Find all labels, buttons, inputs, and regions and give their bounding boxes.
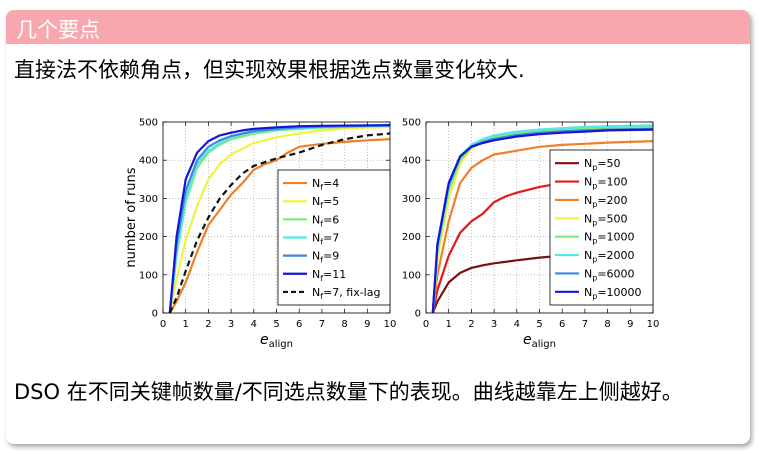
- block-header: 几个要点: [6, 10, 750, 44]
- x-tick-label: 8: [341, 319, 347, 330]
- x-tick-label: 4: [514, 319, 520, 330]
- x-tick-label: 4: [251, 319, 257, 330]
- y-tick-label: 100: [139, 270, 158, 281]
- series-line: [168, 125, 391, 314]
- y-tick-label: 400: [139, 156, 158, 167]
- x-tick-label: 10: [384, 319, 397, 330]
- legend-entry: Nf=11: [312, 268, 346, 283]
- x-tick-label: 1: [446, 319, 452, 330]
- series-line: [168, 132, 391, 314]
- legend-entry: Nf=5: [312, 195, 339, 210]
- conclusion-text: DSO 在不同关键帧数量/不同选点数量下的表现。曲线越靠左上侧越好。: [14, 380, 683, 404]
- x-tick-label: 7: [582, 319, 588, 330]
- series-line: [168, 124, 391, 314]
- y-tick-label: 500: [402, 118, 421, 129]
- legend-entry: Nf=7: [312, 232, 339, 247]
- legend-entry: Nf=7, fix-lag: [312, 286, 380, 301]
- intro-text: 直接法不依赖角点，但实现效果根据选点数量变化较大.: [14, 58, 525, 82]
- x-tick-label: 8: [604, 319, 610, 330]
- y-tick-label: 200: [139, 232, 158, 243]
- x-axis-label: ealign: [260, 332, 293, 350]
- legend-box: [549, 149, 654, 306]
- legend-entry: Np=200: [584, 194, 628, 209]
- y-tick-label: 500: [139, 118, 158, 129]
- series-line: [431, 128, 654, 314]
- x-tick-label: 0: [423, 319, 429, 330]
- y-tick-label: 200: [402, 232, 421, 243]
- x-tick-label: 1: [183, 319, 189, 330]
- x-tick-label: 7: [319, 319, 325, 330]
- y-tick-label: 300: [402, 194, 421, 205]
- legend-entry: Np=6000: [584, 267, 635, 282]
- y-tick-label: 400: [402, 156, 421, 167]
- y-axis-label: number of runs: [124, 167, 139, 267]
- x-tick-label: 10: [647, 319, 660, 330]
- legend-entry: Np=2000: [584, 249, 635, 264]
- legend-entry: Np=10000: [584, 286, 642, 301]
- y-tick-label: 0: [415, 309, 421, 320]
- legend-entry: Nf=6: [312, 213, 339, 228]
- x-tick-label: 5: [273, 319, 279, 330]
- legend-entry: Nf=4: [312, 177, 339, 192]
- x-tick-label: 2: [205, 319, 211, 330]
- legend-entry: Np=50: [584, 157, 621, 172]
- x-axis-label: ealign: [523, 332, 556, 350]
- x-tick-label: 3: [491, 319, 497, 330]
- legend-entry: Nf=9: [312, 250, 339, 265]
- x-tick-label: 0: [160, 319, 166, 330]
- y-tick-label: 100: [402, 270, 421, 281]
- y-tick-label: 0: [152, 309, 158, 320]
- x-tick-label: 9: [364, 319, 370, 330]
- x-tick-label: 6: [559, 319, 565, 330]
- y-tick-label: 300: [139, 194, 158, 205]
- x-tick-label: 2: [468, 319, 474, 330]
- legend-entry: Np=500: [584, 212, 628, 227]
- legend-entry: Np=100: [584, 176, 628, 191]
- series-line: [431, 140, 654, 314]
- x-tick-label: 5: [536, 319, 542, 330]
- block-title: 几个要点: [16, 18, 100, 42]
- x-tick-label: 9: [627, 319, 633, 330]
- legend-entry: Np=1000: [584, 231, 635, 246]
- x-tick-label: 3: [228, 319, 234, 330]
- x-tick-label: 6: [296, 319, 302, 330]
